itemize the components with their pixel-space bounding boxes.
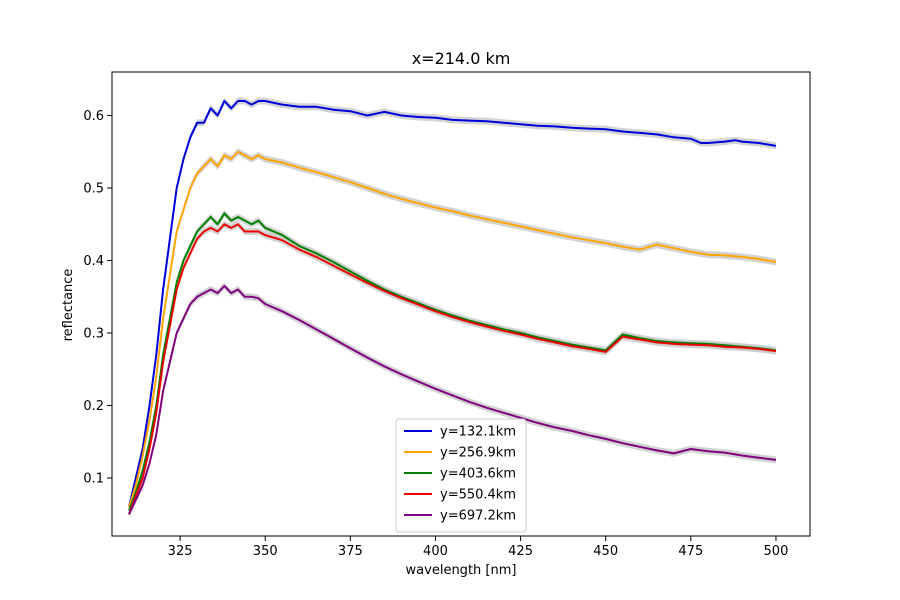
legend-box [395, 418, 527, 533]
x-tick-label: 325 [168, 544, 193, 559]
legend-label: y=697.2km [440, 509, 516, 524]
y-axis-label: reflectance [61, 269, 76, 342]
legend-label: y=256.9km [440, 446, 516, 461]
y-tick-label: 0.6 [83, 109, 104, 124]
series-line-3 [128, 212, 777, 511]
x-tick-label: 375 [338, 544, 363, 559]
series-line-2 [128, 150, 777, 508]
y-tick-label: 0.4 [83, 254, 104, 269]
y-tick-label: 0.5 [83, 182, 104, 197]
x-tick-label: 350 [253, 544, 278, 559]
plot-area: 325 350 375 400 425 450 475 500 0.1 0.2 0.3 0.4 0.5 0… [83, 71, 811, 559]
y-tick-label: 0.2 [83, 399, 104, 414]
legend-label: y=550.4km [440, 488, 516, 503]
y-tick-label: 0.3 [83, 327, 104, 342]
x-tick-label: 400 [423, 544, 448, 559]
y-tick-label: 0.1 [83, 472, 104, 487]
legend: y=132.1km y=256.9km y=403.6km y=550.4km y=69… [395, 418, 527, 533]
x-tick-label: 500 [764, 544, 789, 559]
x-tick-label: 475 [678, 544, 703, 559]
series-line-4 [128, 223, 777, 515]
legend-label: y=403.6km [440, 467, 516, 482]
x-tick-label: 425 [508, 544, 533, 559]
series-line-1 [128, 100, 777, 508]
series-line-5 [128, 284, 777, 515]
x-tick-label: 450 [593, 544, 618, 559]
chart-title: x=214.0 km [412, 49, 511, 68]
axes-frame [111, 71, 811, 537]
x-axis-label: wavelength [nm] [406, 563, 517, 578]
legend-label: y=132.1km [440, 425, 516, 440]
